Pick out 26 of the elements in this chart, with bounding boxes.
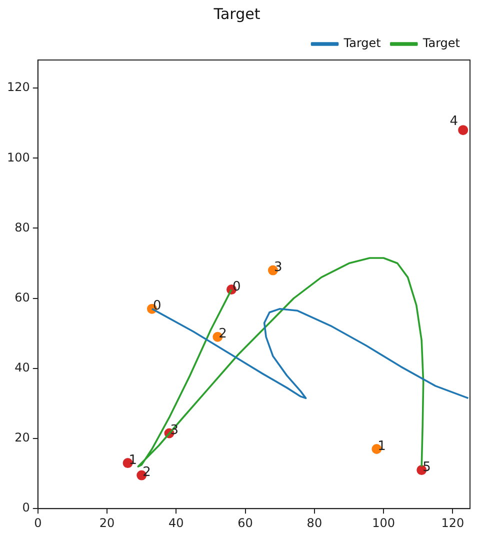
y-tick-label: 60 [14,290,30,304]
annotation: 1 [128,452,138,468]
annotation: 4 [450,114,458,129]
legend-label: Target [342,36,382,50]
y-tick-label: 80 [14,220,30,234]
y-tick-label: 100 [7,150,30,164]
y-tick-label: 20 [14,430,30,445]
y-tick-label: 40 [14,360,30,375]
annotation: 5 [422,460,431,475]
annotation: 2 [218,326,227,342]
x-tick-label: 20 [99,516,115,530]
annotation: 2 [142,465,151,480]
annotation: 1 [378,438,386,454]
x-tick-label: 60 [238,516,253,530]
chart-title: Target [212,4,260,23]
legend-label: Target [422,36,460,50]
x-tick-label: 40 [168,516,184,530]
y-tick-label: 120 [7,80,30,94]
x-tick-label: 100 [372,516,396,530]
point [458,125,468,136]
x-tick-label: 80 [306,516,322,530]
x-tick-label: 0 [34,516,42,530]
annotation: 3 [274,260,282,276]
x-tick-label: 120 [441,516,464,530]
annotation: 0 [232,279,241,294]
y-tick-label: 0 [22,500,30,515]
